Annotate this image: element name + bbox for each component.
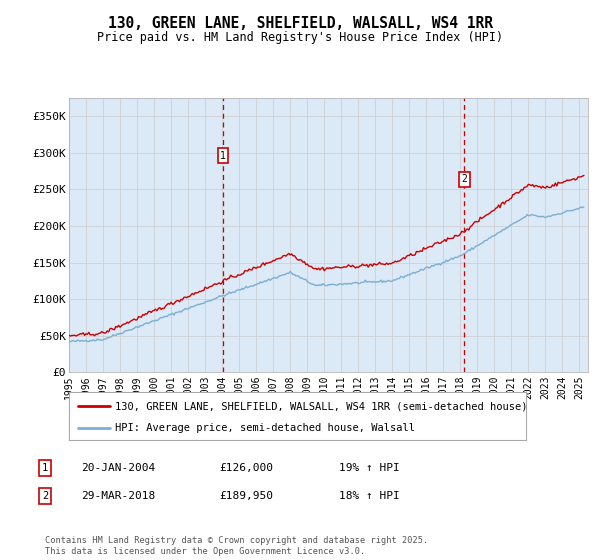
Text: Price paid vs. HM Land Registry's House Price Index (HPI): Price paid vs. HM Land Registry's House … xyxy=(97,31,503,44)
Text: 18% ↑ HPI: 18% ↑ HPI xyxy=(339,491,400,501)
Text: £189,950: £189,950 xyxy=(219,491,273,501)
Text: 29-MAR-2018: 29-MAR-2018 xyxy=(81,491,155,501)
Text: 2: 2 xyxy=(461,174,467,184)
Text: 2: 2 xyxy=(42,491,48,501)
Text: £126,000: £126,000 xyxy=(219,463,273,473)
Text: 130, GREEN LANE, SHELFIELD, WALSALL, WS4 1RR: 130, GREEN LANE, SHELFIELD, WALSALL, WS4… xyxy=(107,16,493,31)
Text: 19% ↑ HPI: 19% ↑ HPI xyxy=(339,463,400,473)
Text: 1: 1 xyxy=(42,463,48,473)
Text: Contains HM Land Registry data © Crown copyright and database right 2025.
This d: Contains HM Land Registry data © Crown c… xyxy=(45,536,428,556)
Text: 1: 1 xyxy=(220,151,226,161)
Text: 130, GREEN LANE, SHELFIELD, WALSALL, WS4 1RR (semi-detached house): 130, GREEN LANE, SHELFIELD, WALSALL, WS4… xyxy=(115,402,527,411)
Text: 20-JAN-2004: 20-JAN-2004 xyxy=(81,463,155,473)
Text: HPI: Average price, semi-detached house, Walsall: HPI: Average price, semi-detached house,… xyxy=(115,423,415,433)
